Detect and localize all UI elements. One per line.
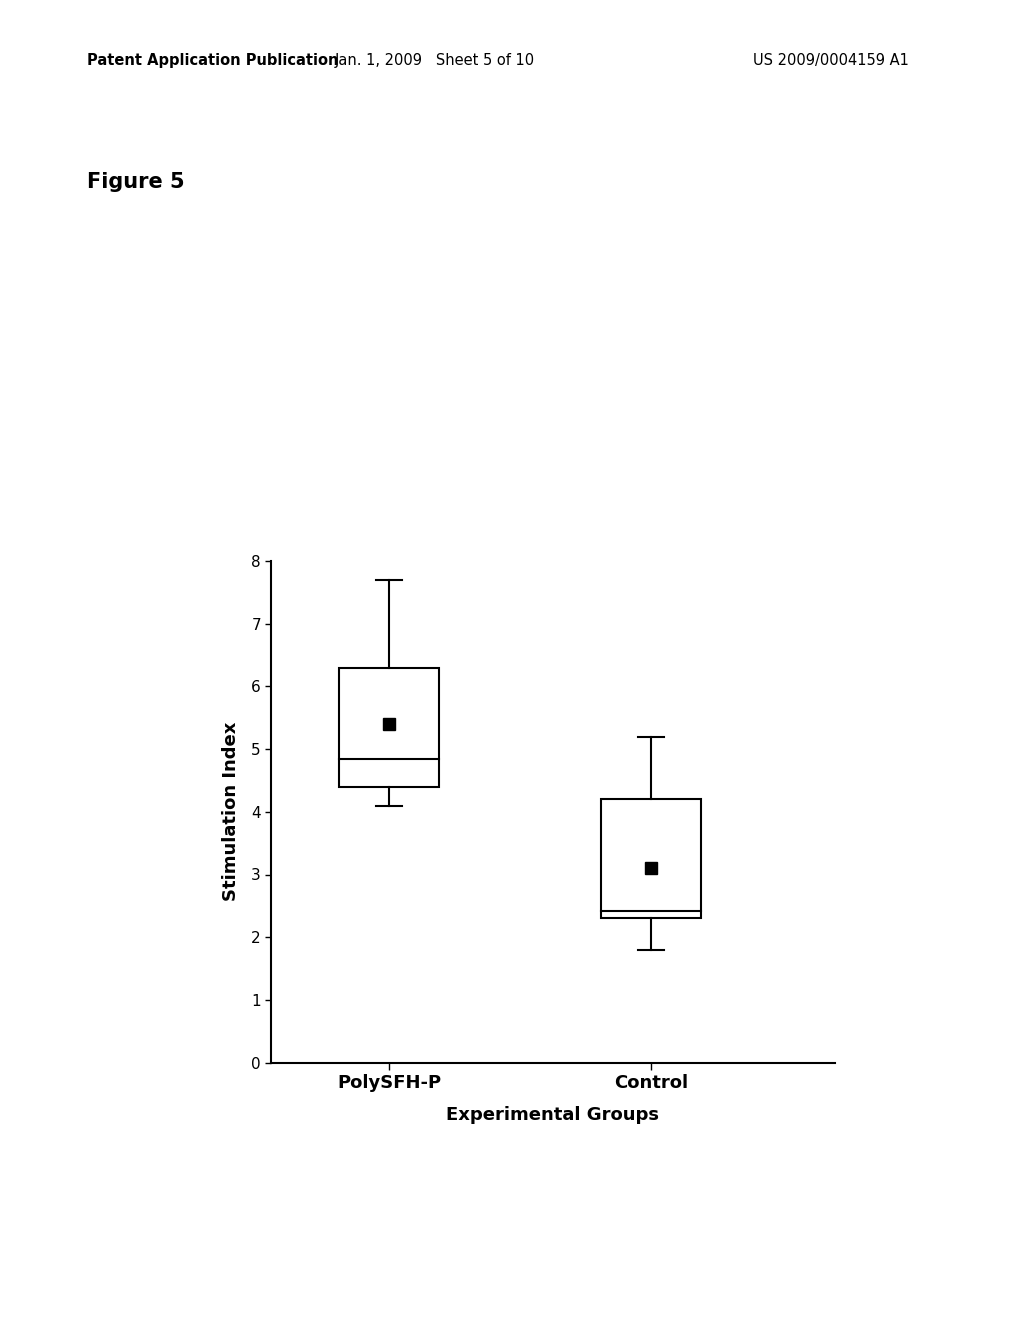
Text: US 2009/0004159 A1: US 2009/0004159 A1: [753, 53, 908, 67]
X-axis label: Experimental Groups: Experimental Groups: [446, 1106, 659, 1125]
Text: Figure 5: Figure 5: [87, 172, 184, 191]
Bar: [601, 799, 701, 919]
Text: Jan. 1, 2009   Sheet 5 of 10: Jan. 1, 2009 Sheet 5 of 10: [335, 53, 536, 67]
Y-axis label: Stimulation Index: Stimulation Index: [222, 722, 240, 902]
Bar: [340, 668, 439, 787]
Text: Patent Application Publication: Patent Application Publication: [87, 53, 339, 67]
